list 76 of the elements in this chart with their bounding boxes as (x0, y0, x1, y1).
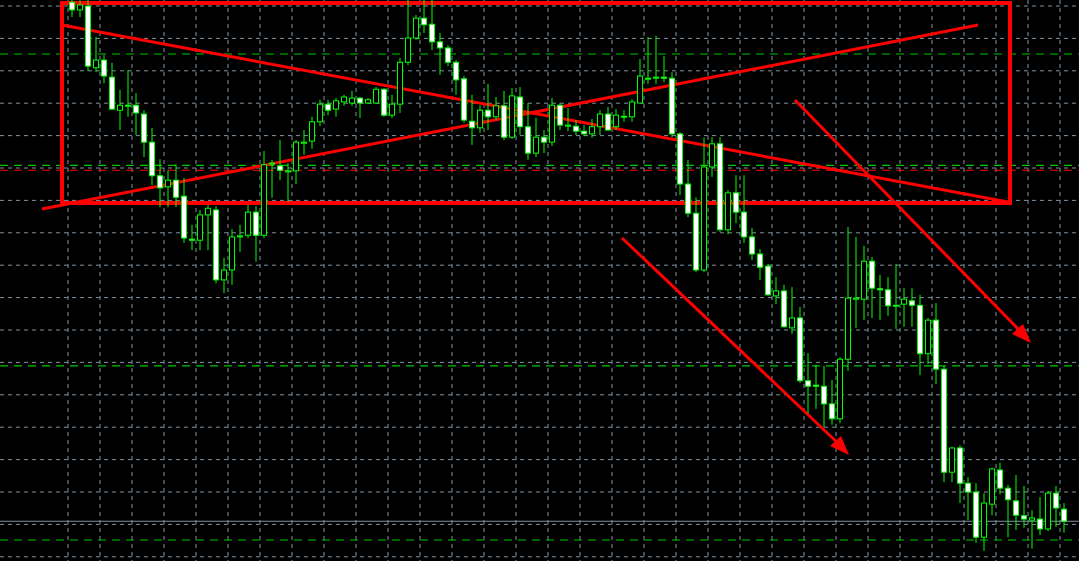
candlestick (653, 35, 659, 85)
candlestick (813, 364, 819, 410)
candlestick (661, 55, 667, 83)
candlestick (333, 97, 339, 118)
candlestick (493, 96, 499, 121)
candlestick (165, 169, 171, 208)
candlestick (565, 107, 571, 132)
candlestick (605, 106, 611, 132)
candlestick (1061, 502, 1067, 534)
candlestick (133, 92, 139, 136)
candlestick (997, 462, 1003, 495)
candlestick (573, 119, 579, 136)
candlestick (709, 136, 715, 178)
candlestick (629, 98, 635, 123)
candlestick (453, 59, 459, 96)
candlestick (269, 159, 275, 199)
candlestick (421, 0, 427, 34)
candlestick (901, 287, 907, 328)
candlestick (69, 0, 75, 18)
candlestick (93, 36, 99, 73)
candlestick (437, 32, 443, 76)
candlestick (413, 14, 419, 41)
candlestick (533, 117, 539, 158)
candlestick (589, 118, 595, 139)
candlestick (645, 36, 651, 85)
candlestick (773, 276, 779, 305)
candlestick (877, 274, 883, 321)
candlestick (1053, 485, 1059, 528)
candlestick (445, 44, 451, 67)
candlestick (253, 205, 259, 263)
candlestick (733, 174, 739, 224)
candlestick (117, 89, 123, 131)
candlestick (245, 204, 251, 239)
candlestick (469, 94, 475, 146)
candlestick (237, 224, 243, 253)
candlestick (613, 108, 619, 131)
candlestick (173, 163, 179, 208)
candlestick (485, 83, 491, 131)
candlestick (389, 94, 395, 119)
candlestick (189, 224, 195, 251)
candlestick (309, 116, 315, 150)
candlestick (277, 139, 283, 181)
candlestick (541, 129, 547, 154)
candlestick (909, 287, 915, 328)
candlestick (749, 227, 755, 261)
candlestick (1037, 496, 1043, 536)
candlestick (125, 69, 131, 118)
candlestick (325, 99, 331, 116)
candlestick (621, 109, 627, 123)
candlestick (885, 276, 891, 317)
candlestick (349, 90, 355, 107)
candlestick (429, 0, 435, 51)
candlestick (557, 102, 563, 131)
candlestick (157, 158, 163, 208)
candlestick (965, 476, 971, 521)
candlestick (221, 257, 227, 294)
candlestick (757, 248, 763, 281)
candlestick (317, 99, 323, 127)
candlestick (821, 365, 827, 428)
candlestick (893, 263, 899, 330)
candlestick (1013, 474, 1019, 531)
candlestick (581, 124, 587, 137)
candlestick (77, 0, 83, 18)
candlestick (1005, 484, 1011, 538)
candlestick (1021, 485, 1027, 529)
candlestick (805, 352, 811, 414)
candlestick (477, 104, 483, 134)
candlestick (101, 54, 107, 84)
candlestick (285, 162, 291, 203)
candlestick (597, 109, 603, 136)
candlestick (301, 129, 307, 156)
candlestick (853, 236, 859, 329)
candlestick (205, 204, 211, 251)
candlestick (1029, 509, 1035, 550)
candlestick (789, 286, 795, 335)
candlestick (829, 379, 835, 426)
